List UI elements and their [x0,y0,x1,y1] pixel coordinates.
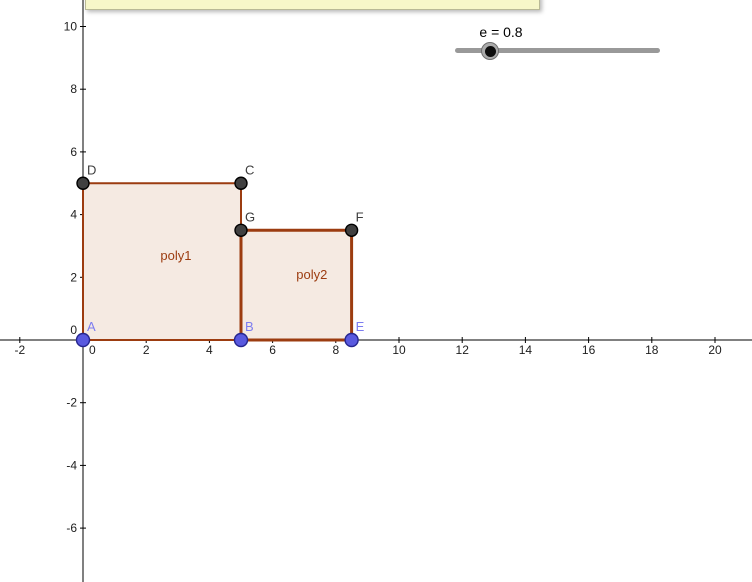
point-label-A: A [87,319,96,334]
text-box-partial[interactable] [85,0,540,10]
y-axis-tick-label: 8 [70,82,77,96]
y-axis-tick-label: -2 [66,396,77,410]
point-B[interactable] [233,332,249,348]
point-G[interactable] [234,223,248,237]
y-axis-origin-label: 0 [70,323,77,337]
slider-e-knob-dot [484,45,496,57]
point-label-E: E [356,319,365,334]
x-axis-tick-label: 14 [519,343,533,357]
x-axis-tick-label: 8 [332,343,339,357]
polygon-poly2[interactable] [239,228,354,342]
point-label-F: F [356,209,364,224]
x-axis-tick-label: 20 [708,343,722,357]
point-E[interactable] [344,332,359,348]
x-axis-origin-label: 0 [89,343,96,357]
y-axis-tick-label: -6 [66,521,77,535]
point-D[interactable] [76,176,90,190]
polygon-label-poly1: poly1 [160,248,191,263]
x-axis-tick-label: 12 [456,343,470,357]
slider-e-label[interactable]: e = 0.8 [479,24,523,40]
slider-e-knob[interactable] [481,42,499,60]
polygon-label-poly2: poly2 [296,267,327,282]
point-label-G: G [245,209,255,224]
point-C[interactable] [234,176,248,190]
y-axis-tick-label: 6 [70,145,77,159]
y-axis-tick-label: 4 [70,208,77,222]
y-axis-tick-label: -4 [66,458,77,472]
slider-e-track[interactable] [455,48,660,53]
x-axis-tick-label: 6 [269,343,276,357]
point-label-D: D [87,162,96,177]
point-label-C: C [245,162,254,177]
point-label-B: B [245,319,254,334]
x-axis-tick-label: 4 [206,343,213,357]
x-axis-tick-label: -2 [14,343,25,357]
y-axis-tick-label: 2 [70,270,77,284]
x-axis-tick-label: 18 [645,343,659,357]
point-F[interactable] [344,223,359,237]
x-axis-tick-label: 16 [582,343,596,357]
x-axis-tick-label: 10 [392,343,406,357]
y-axis-tick-label: 10 [64,20,78,34]
point-A[interactable] [75,332,91,348]
x-axis-tick-label: 2 [143,343,150,357]
